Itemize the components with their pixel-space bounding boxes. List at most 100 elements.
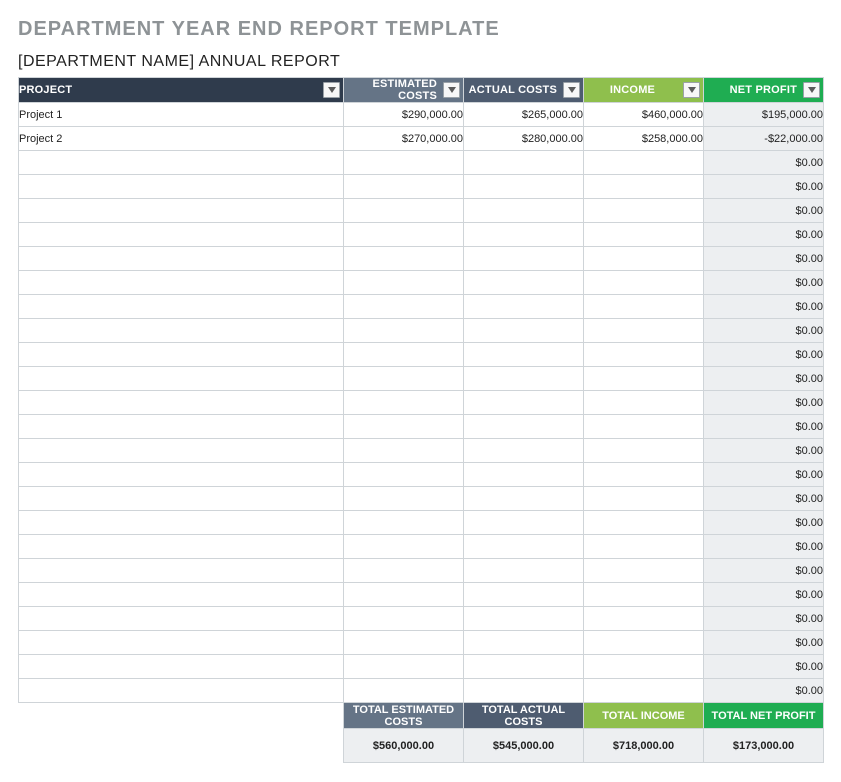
cell-actual[interactable]: [464, 151, 584, 175]
cell-net[interactable]: $0.00: [704, 367, 824, 391]
cell-actual[interactable]: [464, 535, 584, 559]
cell-net[interactable]: $0.00: [704, 463, 824, 487]
cell-net[interactable]: $0.00: [704, 487, 824, 511]
cell-estimated[interactable]: [344, 319, 464, 343]
cell-net[interactable]: $0.00: [704, 559, 824, 583]
cell-income[interactable]: [584, 415, 704, 439]
cell-income[interactable]: [584, 343, 704, 367]
cell-project[interactable]: [19, 439, 344, 463]
cell-estimated[interactable]: [344, 271, 464, 295]
table-row[interactable]: Project 2$270,000.00$280,000.00$258,000.…: [19, 127, 824, 151]
cell-estimated[interactable]: [344, 391, 464, 415]
header-project[interactable]: PROJECT: [19, 78, 344, 103]
cell-estimated[interactable]: [344, 151, 464, 175]
cell-income[interactable]: [584, 583, 704, 607]
table-row[interactable]: $0.00: [19, 511, 824, 535]
cell-project[interactable]: [19, 295, 344, 319]
cell-net[interactable]: $0.00: [704, 199, 824, 223]
cell-actual[interactable]: [464, 583, 584, 607]
cell-net[interactable]: $0.00: [704, 607, 824, 631]
cell-net[interactable]: $0.00: [704, 583, 824, 607]
cell-actual[interactable]: [464, 367, 584, 391]
cell-net[interactable]: $0.00: [704, 655, 824, 679]
cell-actual[interactable]: [464, 247, 584, 271]
cell-project[interactable]: [19, 535, 344, 559]
cell-estimated[interactable]: [344, 607, 464, 631]
cell-project[interactable]: [19, 655, 344, 679]
cell-estimated[interactable]: [344, 367, 464, 391]
table-row[interactable]: $0.00: [19, 655, 824, 679]
cell-project[interactable]: [19, 559, 344, 583]
cell-project[interactable]: [19, 631, 344, 655]
cell-income[interactable]: [584, 247, 704, 271]
table-row[interactable]: $0.00: [19, 607, 824, 631]
cell-estimated[interactable]: [344, 631, 464, 655]
cell-project[interactable]: [19, 487, 344, 511]
table-row[interactable]: $0.00: [19, 367, 824, 391]
cell-estimated[interactable]: $290,000.00: [344, 103, 464, 127]
cell-project[interactable]: [19, 367, 344, 391]
cell-net[interactable]: -$22,000.00: [704, 127, 824, 151]
cell-project[interactable]: [19, 583, 344, 607]
filter-dropdown-icon[interactable]: [683, 82, 700, 98]
cell-net[interactable]: $0.00: [704, 295, 824, 319]
cell-income[interactable]: [584, 655, 704, 679]
cell-income[interactable]: [584, 631, 704, 655]
cell-income[interactable]: [584, 391, 704, 415]
cell-income[interactable]: $460,000.00: [584, 103, 704, 127]
cell-actual[interactable]: [464, 463, 584, 487]
cell-estimated[interactable]: [344, 559, 464, 583]
cell-income[interactable]: [584, 223, 704, 247]
table-row[interactable]: $0.00: [19, 679, 824, 703]
cell-actual[interactable]: [464, 511, 584, 535]
cell-project[interactable]: [19, 415, 344, 439]
table-row[interactable]: $0.00: [19, 343, 824, 367]
cell-income[interactable]: [584, 151, 704, 175]
cell-estimated[interactable]: [344, 199, 464, 223]
cell-estimated[interactable]: [344, 655, 464, 679]
cell-actual[interactable]: [464, 271, 584, 295]
cell-project[interactable]: [19, 247, 344, 271]
cell-net[interactable]: $0.00: [704, 535, 824, 559]
cell-estimated[interactable]: [344, 295, 464, 319]
table-row[interactable]: $0.00: [19, 631, 824, 655]
cell-net[interactable]: $0.00: [704, 679, 824, 703]
cell-income[interactable]: [584, 199, 704, 223]
cell-estimated[interactable]: [344, 439, 464, 463]
cell-net[interactable]: $0.00: [704, 631, 824, 655]
cell-project[interactable]: [19, 607, 344, 631]
cell-income[interactable]: [584, 559, 704, 583]
table-row[interactable]: $0.00: [19, 223, 824, 247]
cell-project[interactable]: [19, 151, 344, 175]
cell-net[interactable]: $0.00: [704, 247, 824, 271]
cell-income[interactable]: $258,000.00: [584, 127, 704, 151]
cell-income[interactable]: [584, 295, 704, 319]
header-estimated[interactable]: ESTIMATED COSTS: [344, 78, 464, 103]
cell-project[interactable]: [19, 391, 344, 415]
table-row[interactable]: $0.00: [19, 487, 824, 511]
cell-income[interactable]: [584, 607, 704, 631]
filter-dropdown-icon[interactable]: [803, 82, 820, 98]
table-row[interactable]: $0.00: [19, 319, 824, 343]
table-row[interactable]: $0.00: [19, 463, 824, 487]
cell-estimated[interactable]: [344, 175, 464, 199]
cell-actual[interactable]: [464, 223, 584, 247]
cell-net[interactable]: $0.00: [704, 511, 824, 535]
cell-project[interactable]: Project 1: [19, 103, 344, 127]
cell-net[interactable]: $0.00: [704, 271, 824, 295]
cell-actual[interactable]: [464, 175, 584, 199]
table-row[interactable]: $0.00: [19, 271, 824, 295]
cell-actual[interactable]: [464, 199, 584, 223]
table-row[interactable]: $0.00: [19, 415, 824, 439]
cell-actual[interactable]: [464, 679, 584, 703]
cell-project[interactable]: [19, 175, 344, 199]
cell-actual[interactable]: [464, 295, 584, 319]
header-income[interactable]: INCOME: [584, 78, 704, 103]
table-row[interactable]: $0.00: [19, 247, 824, 271]
cell-project[interactable]: [19, 511, 344, 535]
table-row[interactable]: $0.00: [19, 295, 824, 319]
cell-project[interactable]: [19, 319, 344, 343]
cell-actual[interactable]: [464, 439, 584, 463]
cell-actual[interactable]: [464, 487, 584, 511]
cell-income[interactable]: [584, 367, 704, 391]
